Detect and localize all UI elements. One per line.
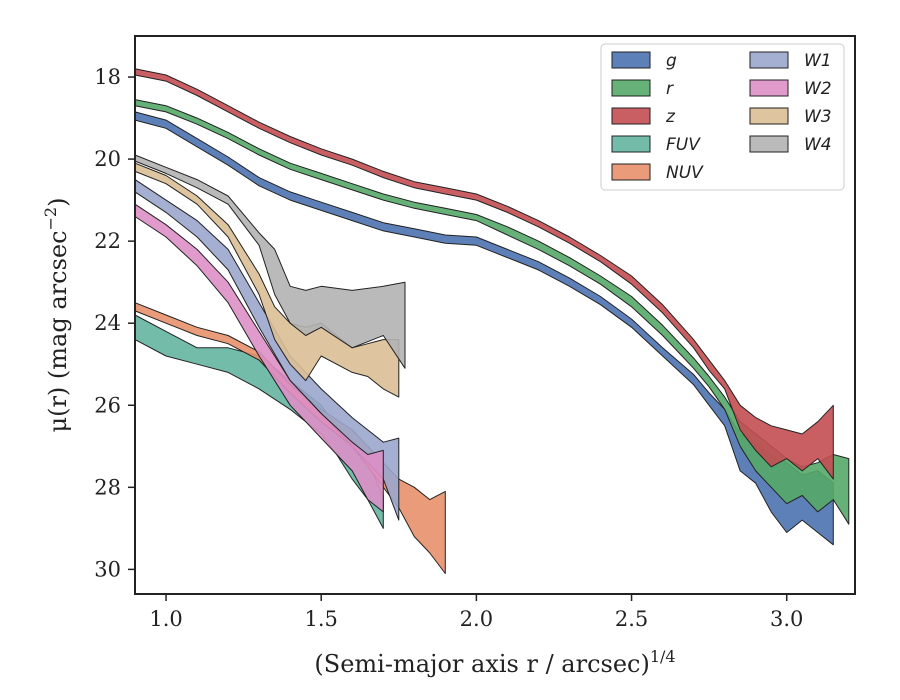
- legend-label-r: r: [666, 79, 674, 99]
- legend-swatch-w1: [749, 51, 789, 69]
- x-axis-ticks: 1.0 1.5 2.0 2.5 3.0: [149, 594, 803, 631]
- legend-label-nuv: NUV: [666, 163, 704, 183]
- y-tick-label: 26: [94, 393, 121, 417]
- legend-label-w2: W2: [804, 79, 832, 99]
- y-axis-ticks: 18 20 22 24 26 28 30: [94, 65, 135, 581]
- series-areas: [134, 68, 850, 574]
- y-tick-label: 20: [94, 147, 121, 171]
- legend-label-w4: W4: [804, 135, 832, 155]
- legend-swatch-w3: [749, 107, 789, 125]
- legend-label-w3: W3: [804, 107, 832, 127]
- x-tick-label: 2.5: [615, 607, 648, 631]
- legend-swatch-z: [611, 107, 651, 125]
- y-axis-label: μ(r) (mag arcsec−2): [41, 198, 72, 433]
- y-axis-label-close: ): [44, 198, 72, 207]
- series-area-w1: [134, 179, 400, 521]
- x-tick-label: 3.0: [770, 607, 803, 631]
- y-tick-label: 18: [94, 65, 121, 89]
- legend-swatch-w2: [749, 79, 789, 97]
- legend-swatch-g: [611, 51, 651, 69]
- series-area-r: [134, 99, 850, 525]
- legend-swatch-w4: [749, 135, 789, 153]
- x-tick-label: 1.0: [149, 607, 182, 631]
- legend-label-g: g: [666, 51, 677, 71]
- legend-swatch-r: [611, 79, 651, 97]
- legend: grz FUV NUV W1 W2 W3 W4: [600, 43, 845, 191]
- legend-label-fuv: FUV: [666, 135, 701, 155]
- legend-swatch-fuv: [611, 135, 651, 153]
- series-area-w4: [134, 154, 406, 369]
- plot-frame: [134, 35, 856, 595]
- series-area-g: [134, 111, 834, 546]
- y-tick-label: 24: [94, 311, 121, 335]
- x-axis-label: (Semi-major axis r / arcsec)1/4: [314, 647, 675, 678]
- y-axis-label-exponent: −2: [41, 207, 60, 231]
- y-tick-label: 30: [94, 557, 121, 581]
- x-tick-label: 1.5: [305, 607, 338, 631]
- series-area-w3: [134, 162, 400, 398]
- legend-label-z: z: [665, 107, 676, 127]
- series-area-w2: [134, 203, 384, 513]
- legend-swatch-nuv: [611, 163, 651, 181]
- series-area-z: [134, 68, 834, 480]
- x-tick-label: 2.0: [460, 607, 493, 631]
- y-tick-label: 28: [94, 475, 121, 499]
- y-tick-label: 22: [94, 229, 121, 253]
- x-axis-label-exponent: 1/4: [650, 647, 676, 666]
- legend-label-w1: W1: [804, 51, 832, 71]
